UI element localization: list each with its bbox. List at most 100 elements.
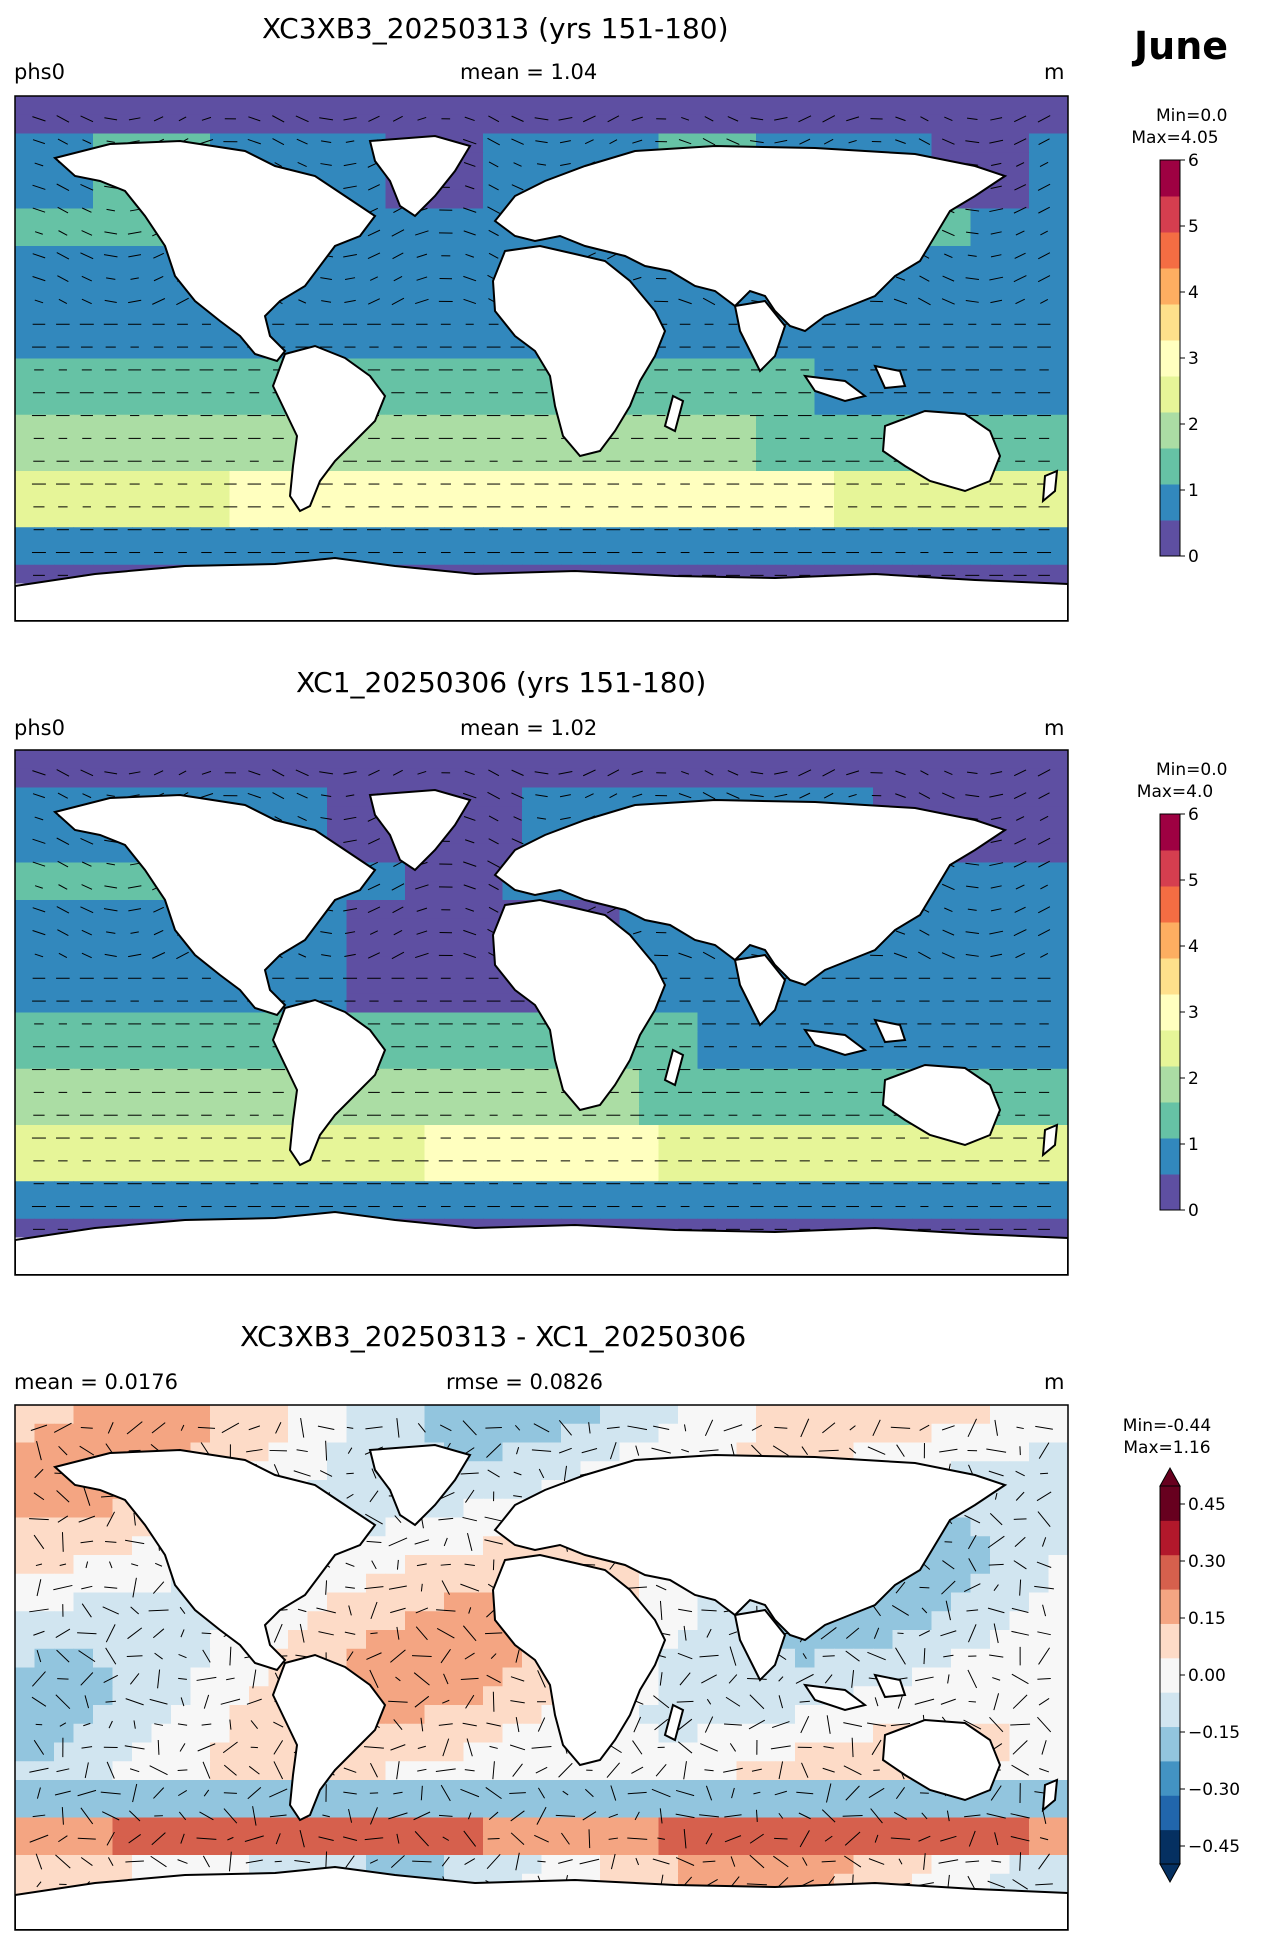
field-cell <box>366 283 387 303</box>
field-cell <box>132 881 153 901</box>
field-cell <box>1048 750 1068 770</box>
wind-arrow <box>463 207 477 213</box>
field-cell <box>678 508 699 528</box>
field-cell <box>34 564 55 585</box>
field-cell <box>795 489 816 510</box>
field-cell <box>639 508 660 528</box>
field-cell <box>112 114 133 135</box>
field-cell <box>249 1012 270 1032</box>
field-cell <box>151 993 172 1014</box>
field-cell <box>697 1087 718 1107</box>
field-cell <box>756 1031 777 1051</box>
field-cell <box>132 546 153 566</box>
field-cell <box>717 1143 738 1164</box>
wind-arrow <box>558 117 573 121</box>
field-cell <box>268 414 289 435</box>
field-cell <box>580 546 601 566</box>
field-cell <box>424 96 445 116</box>
field-cell <box>288 768 309 789</box>
wind-arrow <box>965 300 979 303</box>
field-cell <box>229 133 250 153</box>
field-cell <box>483 843 504 864</box>
field-cell <box>756 1125 777 1145</box>
field-cell <box>892 283 913 303</box>
field-cell <box>366 321 387 341</box>
field-cell <box>327 1143 348 1164</box>
field-cell <box>892 1050 913 1070</box>
field-cell <box>697 527 718 547</box>
field-cell <box>1029 1106 1050 1126</box>
field-cell <box>834 1087 855 1107</box>
field-cell <box>892 993 913 1014</box>
field-cell <box>229 489 250 510</box>
field-cell <box>658 302 679 322</box>
field-cell <box>73 881 94 901</box>
field-cell <box>658 527 679 547</box>
field-cell <box>483 489 504 510</box>
field-cell <box>970 489 991 510</box>
field-cell <box>853 1181 874 1201</box>
field-cell <box>873 1125 894 1145</box>
field-cell <box>73 471 94 491</box>
field-cell <box>970 339 991 360</box>
wind-arrow <box>320 277 332 281</box>
field-cell <box>112 227 133 247</box>
field-cell <box>385 1087 406 1107</box>
field-cell <box>34 975 55 995</box>
field-cell <box>639 1106 660 1126</box>
field-cell <box>814 1423 835 1444</box>
wind-arrow <box>57 138 68 145</box>
field-cell <box>873 787 894 807</box>
field-cell <box>502 1423 523 1444</box>
field-cell <box>834 1405 855 1425</box>
wind-arrow <box>488 229 499 237</box>
wind-arrow <box>343 908 357 912</box>
field-cell <box>190 1181 211 1201</box>
field-cell <box>15 787 36 807</box>
wind-arrow <box>750 794 764 798</box>
field-cell <box>561 489 582 510</box>
field-cell <box>307 152 328 172</box>
field-cell <box>795 768 816 789</box>
panel1-max-label: Max=4.05 <box>1131 128 1219 148</box>
field-cell <box>346 900 367 920</box>
wind-arrow <box>106 931 116 934</box>
wind-arrow <box>965 794 980 798</box>
field-cell <box>541 750 562 770</box>
wind-arrow <box>463 861 477 867</box>
field-cell <box>132 750 153 770</box>
field-cell <box>385 264 406 285</box>
wind-arrow <box>536 817 547 820</box>
field-cell <box>307 1405 328 1425</box>
field-cell <box>639 768 660 789</box>
field-cell <box>366 1143 387 1164</box>
wind-arrow <box>1037 115 1051 123</box>
field-cell <box>34 1181 55 1201</box>
field-cell <box>912 1200 933 1220</box>
field-cell <box>424 283 445 303</box>
field-cell <box>853 787 874 807</box>
field-cell <box>717 471 738 491</box>
field-cell <box>463 339 484 360</box>
field-cell <box>717 377 738 397</box>
field-cell <box>619 1068 640 1089</box>
field-cell <box>775 1200 796 1220</box>
field-cell <box>171 1068 192 1089</box>
field-cell <box>54 1031 75 1051</box>
field-cell <box>190 114 211 135</box>
wind-arrow <box>344 299 356 303</box>
field-cell <box>73 527 94 547</box>
wind-arrow <box>32 253 46 259</box>
wind-arrow <box>34 885 43 889</box>
field-cell <box>697 433 718 453</box>
field-cell <box>1009 975 1030 995</box>
wind-arrow <box>104 953 117 957</box>
field-cell <box>424 1068 445 1089</box>
field-cell <box>463 1181 484 1201</box>
field-cell <box>54 1143 75 1164</box>
field-cell <box>853 339 874 360</box>
field-cell <box>951 321 972 341</box>
field-cell <box>678 1143 699 1164</box>
field-cell <box>697 956 718 976</box>
field-cell <box>1009 937 1030 957</box>
